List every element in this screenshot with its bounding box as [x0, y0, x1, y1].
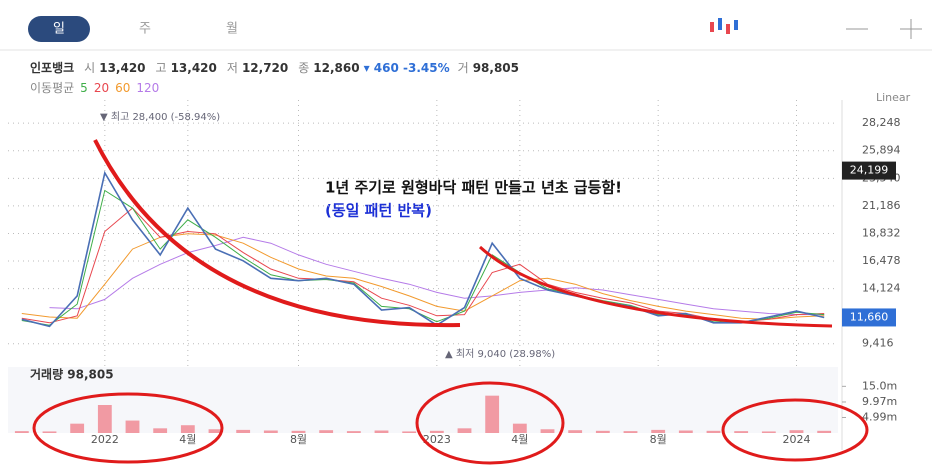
quote-line: 인포뱅크 시 13,420 고 13,420 저 12,720 종 12,860 ▾ 460 -3… — [30, 60, 519, 75]
y-tick-label: 14,124 — [862, 282, 901, 295]
quote-value: 12,720 — [242, 61, 288, 75]
y-tick-label: 28,248 — [862, 116, 901, 129]
quote-label: 고 — [156, 61, 167, 75]
legend-title: 이동평균 — [30, 81, 74, 95]
volume-bar — [651, 429, 666, 433]
y-tick-label: 25,894 — [862, 144, 901, 157]
y-tick-label: 16,478 — [862, 254, 901, 267]
volume-bar — [263, 430, 278, 433]
volume-bar — [374, 430, 389, 433]
volume-bar — [70, 423, 85, 433]
volume-bg — [8, 367, 838, 433]
x-tick-label: 2024 — [783, 433, 811, 446]
icon-part — [734, 20, 738, 30]
legend-entry: 20 — [94, 81, 109, 95]
tab[interactable]: 월 — [226, 22, 238, 37]
quote-label: 거 — [458, 61, 469, 75]
volume-bar — [623, 431, 638, 433]
volume-bar — [734, 431, 749, 433]
volume-bar — [14, 431, 29, 433]
x-tick-label: 2023 — [423, 433, 451, 446]
y-tick-label: 9.97m — [862, 395, 897, 408]
volume-bar — [180, 425, 195, 433]
volume-bar — [761, 431, 776, 433]
quote-label: 시 — [84, 61, 95, 75]
icon-part — [710, 22, 714, 32]
volume-bar — [208, 429, 223, 433]
volume-bar — [706, 430, 721, 433]
x-tick-label: 8월 — [650, 433, 667, 446]
drawn-arc — [93, 139, 461, 328]
volume-bar — [319, 430, 334, 433]
candle-icon[interactable] — [710, 18, 738, 34]
x-tick-label: 4월 — [179, 433, 196, 446]
drawn-circle — [721, 398, 869, 462]
volume-bar — [568, 430, 583, 433]
quote-label: 저 — [227, 61, 238, 75]
volume-bar — [789, 430, 804, 433]
note: (동일 패턴 반복) — [325, 202, 432, 220]
volume-bar — [595, 430, 610, 433]
icon-part — [726, 24, 730, 34]
volume-bar — [153, 428, 168, 433]
quote-value: 98,805 — [473, 61, 519, 75]
y-tick-label: 18,832 — [862, 226, 901, 239]
price-badge — [842, 308, 896, 327]
legend-entry: 5 — [80, 81, 88, 95]
volume-bar — [678, 430, 693, 433]
series-line — [49, 236, 825, 316]
drawn-circle — [32, 392, 224, 464]
y-tick-label: 15.0m — [862, 379, 897, 392]
quote-value: 13,420 — [99, 61, 145, 75]
volume-bar — [512, 423, 527, 433]
volume-title: 거래량 98,805 — [30, 367, 114, 382]
scale-label: Linear — [876, 91, 911, 104]
quote-value: 13,420 — [171, 61, 217, 75]
price-badge-label: 11,660 — [850, 310, 889, 323]
volume-bar — [540, 429, 555, 433]
drawn-circle — [415, 381, 565, 465]
legend-entry: 120 — [136, 81, 159, 95]
price-annotation: ▼ 최고 28,400 (-58.94%) — [100, 111, 220, 123]
quote-label: 종 — [298, 61, 309, 75]
tab[interactable]: 일 — [53, 22, 65, 37]
volume-bar — [236, 429, 251, 433]
volume-bar — [42, 431, 57, 433]
volume-bar — [97, 405, 112, 433]
ma-legend: 이동평균 5 20 60 120 — [30, 81, 159, 95]
drawn-arc — [478, 245, 833, 328]
x-tick-label: 4월 — [511, 433, 528, 446]
tab-selected-bg[interactable] — [28, 16, 90, 42]
price-badge — [842, 161, 896, 180]
series-line — [21, 233, 825, 320]
volume-bar — [485, 395, 500, 433]
legend-entry: 60 — [115, 81, 130, 95]
quote-value: 12,860 — [313, 61, 359, 75]
icon-part — [718, 18, 722, 30]
price-badge-label: 24,199 — [850, 164, 889, 177]
price-annotation: ▲ 최저 9,040 (28.98%) — [445, 348, 555, 360]
volume-bar — [817, 430, 832, 433]
quote-change: ▾ 460 -3.45% — [364, 61, 450, 75]
volume-bar — [291, 430, 306, 433]
volume-bar — [346, 431, 361, 433]
y-tick-label: 4.99m — [862, 410, 897, 423]
x-tick-label: 8월 — [290, 433, 307, 446]
tab[interactable]: 주 — [139, 22, 151, 37]
volume-bar — [125, 420, 140, 433]
note: 1년 주기로 원형바닥 패턴 만들고 년초 급등함! — [325, 179, 622, 197]
volume-bar — [429, 430, 444, 433]
volume-bar — [457, 428, 472, 433]
stock-name: 인포뱅크 — [30, 60, 74, 75]
y-tick-label: 9,416 — [862, 337, 894, 350]
series-line — [21, 170, 825, 328]
y-tick-label: 21,186 — [862, 199, 901, 212]
x-tick-label: 2022 — [91, 433, 119, 446]
volume-bar — [402, 431, 417, 433]
